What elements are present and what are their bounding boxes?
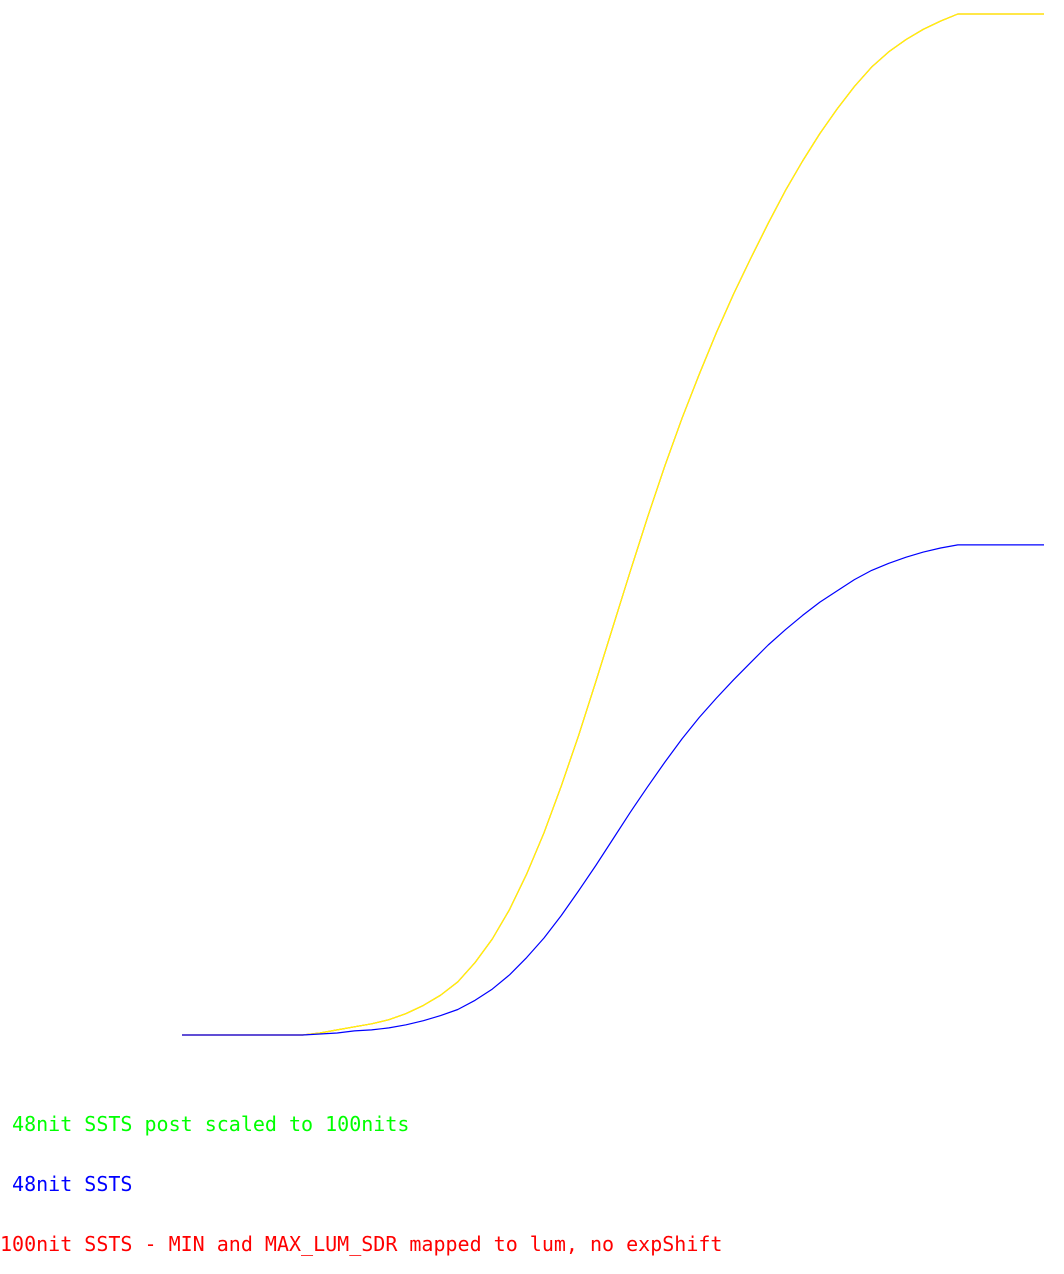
legend-entry-48nit-scaled: 48nit SSTS post scaled to 100nits xyxy=(0,1112,410,1136)
series-line-48nit xyxy=(182,544,1044,1036)
legend-entry-48nit: 48nit SSTS xyxy=(0,1172,133,1196)
chart-plot xyxy=(182,13,1044,1036)
series-line-48nit-scaled xyxy=(182,13,1044,1036)
legend-entry-100nit: 100nit SSTS - MIN and MAX_LUM_SDR mapped… xyxy=(0,1232,723,1256)
series-line-100nit xyxy=(182,13,1044,1036)
legend: 48nit SSTS post scaled to 100nits 48nit … xyxy=(0,1074,1064,1274)
